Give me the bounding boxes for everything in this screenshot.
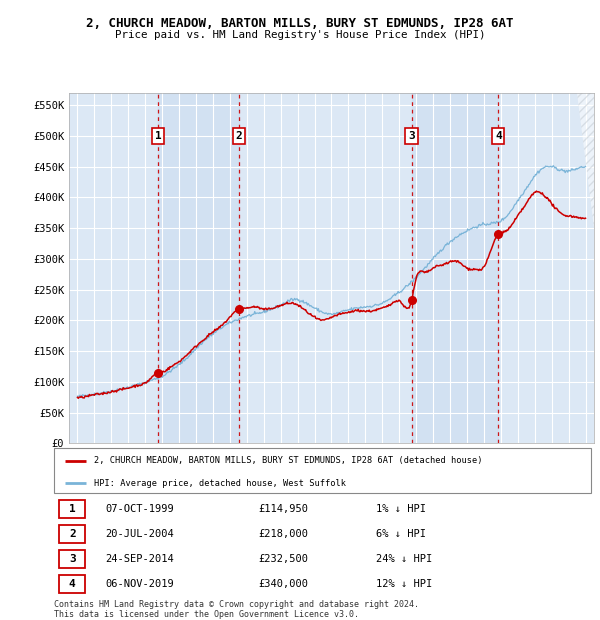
Text: 24-SEP-2014: 24-SEP-2014: [105, 554, 174, 564]
Text: 6% ↓ HPI: 6% ↓ HPI: [376, 529, 426, 539]
Bar: [59, 525, 85, 542]
Bar: [59, 550, 85, 568]
Text: 4: 4: [495, 131, 502, 141]
Text: 1% ↓ HPI: 1% ↓ HPI: [376, 503, 426, 513]
Text: 3: 3: [408, 131, 415, 141]
Bar: [59, 500, 85, 518]
Text: Contains HM Land Registry data © Crown copyright and database right 2024.: Contains HM Land Registry data © Crown c…: [54, 600, 419, 609]
Text: 3: 3: [69, 554, 76, 564]
Text: £114,950: £114,950: [258, 503, 308, 513]
Bar: [412, 93, 499, 443]
Text: 20-JUL-2004: 20-JUL-2004: [105, 529, 174, 539]
Text: 4: 4: [69, 579, 76, 589]
Text: 2, CHURCH MEADOW, BARTON MILLS, BURY ST EDMUNDS, IP28 6AT: 2, CHURCH MEADOW, BARTON MILLS, BURY ST …: [86, 17, 514, 30]
Text: 12% ↓ HPI: 12% ↓ HPI: [376, 579, 433, 589]
Text: 06-NOV-2019: 06-NOV-2019: [105, 579, 174, 589]
Text: Price paid vs. HM Land Registry's House Price Index (HPI): Price paid vs. HM Land Registry's House …: [115, 30, 485, 40]
Text: £232,500: £232,500: [258, 554, 308, 564]
Text: £340,000: £340,000: [258, 579, 308, 589]
Text: 2: 2: [69, 529, 76, 539]
Text: 07-OCT-1999: 07-OCT-1999: [105, 503, 174, 513]
Text: £218,000: £218,000: [258, 529, 308, 539]
Text: 1: 1: [155, 131, 161, 141]
Text: 24% ↓ HPI: 24% ↓ HPI: [376, 554, 433, 564]
Text: This data is licensed under the Open Government Licence v3.0.: This data is licensed under the Open Gov…: [54, 610, 359, 619]
Text: HPI: Average price, detached house, West Suffolk: HPI: Average price, detached house, West…: [94, 479, 346, 487]
Bar: [59, 575, 85, 593]
Text: 2, CHURCH MEADOW, BARTON MILLS, BURY ST EDMUNDS, IP28 6AT (detached house): 2, CHURCH MEADOW, BARTON MILLS, BURY ST …: [94, 456, 483, 465]
Text: 2: 2: [236, 131, 242, 141]
Polygon shape: [577, 93, 594, 228]
Bar: [158, 93, 239, 443]
Text: 1: 1: [69, 503, 76, 513]
FancyBboxPatch shape: [54, 448, 591, 493]
